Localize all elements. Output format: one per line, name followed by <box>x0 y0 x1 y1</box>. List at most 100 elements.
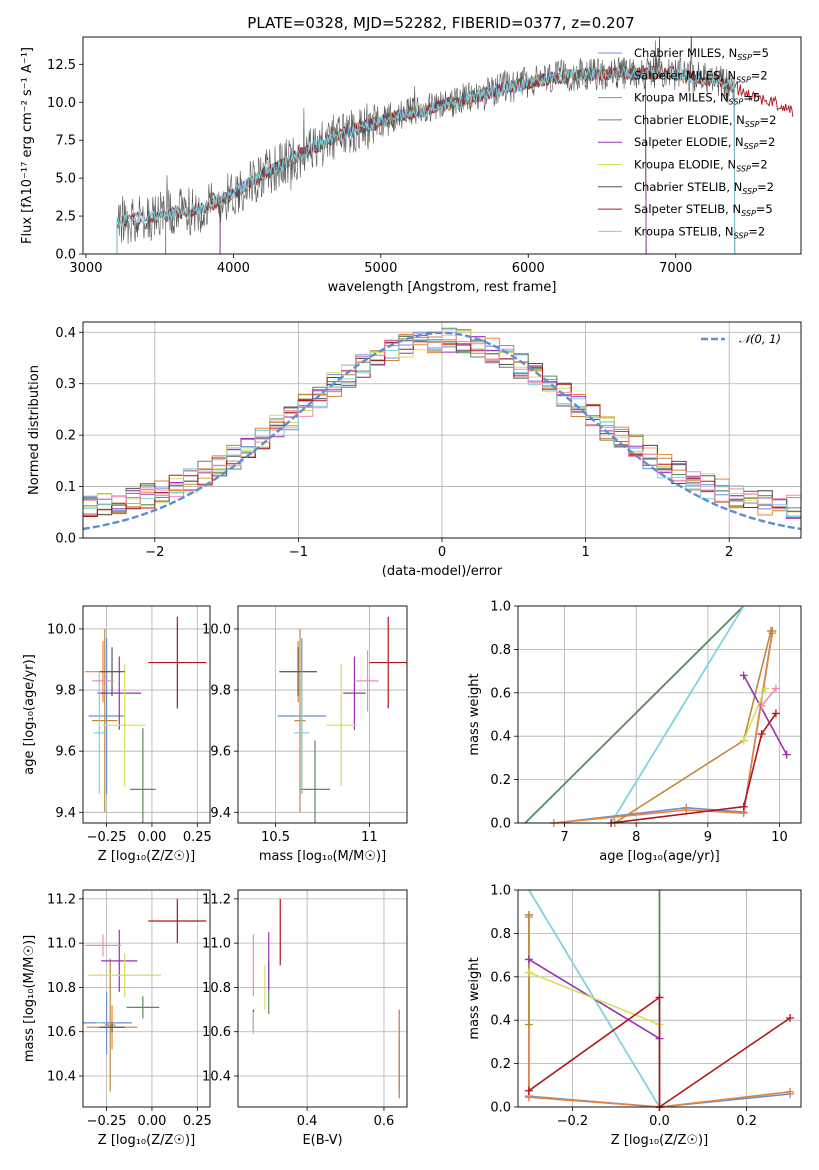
spectrum-series-kroupa-stelib <box>116 65 736 254</box>
y-tick-label: 0.8 <box>490 927 511 942</box>
x-tick-label: 1 <box>581 545 589 560</box>
x-tick-label: 10 <box>771 830 788 845</box>
x-tick-label: 11 <box>361 830 378 845</box>
y-tick-label: 11.0 <box>47 937 76 952</box>
x-tick-label: 5000 <box>364 261 397 276</box>
panel-weight-vs-Z: −0.2 0.0 0.2 0.0 0.2 0.4 0.6 0.8 1.0 Z [log₁₀(Z/Z… <box>467 884 802 1148</box>
y-tick-label: 0.8 <box>490 643 511 658</box>
plus-marker <box>682 805 691 814</box>
x-axis-label: wavelength [Angstrom, rest frame] <box>328 280 557 295</box>
weight-series <box>659 1017 791 1107</box>
legend-label: Chabrier ELODIE, NSSP=2 <box>634 113 776 129</box>
plus-marker <box>757 730 766 739</box>
y-axis-label: Flux [fλ10⁻¹⁷ erg cm⁻² s⁻¹ A⁻¹] <box>20 47 35 244</box>
x-tick-label: 0.6 <box>374 1114 395 1129</box>
x-tick-label: 9 <box>704 830 712 845</box>
x-tick-label: 0.00 <box>137 1114 166 1129</box>
y-tick-label: 9.6 <box>55 745 76 760</box>
y-tick-label: 0.6 <box>490 970 511 985</box>
x-tick-label: 10.5 <box>261 830 290 845</box>
panel-age-vs-mass: 10.5 11 9.4 9.6 9.8 10.0 mass [log₁₀(M/M☉)] <box>202 605 408 864</box>
y-axis-label: mass [log₁₀(M/M☉)] <box>22 935 37 1062</box>
y-tick-label: 10.6 <box>202 1025 231 1040</box>
x-tick-label: 7 <box>560 830 568 845</box>
panel-mass-vs-Z: −0.25 0.00 0.25 10.4 10.6 10.8 11.0 11.2 Z [log₁… <box>22 889 212 1148</box>
plus-marker <box>524 968 533 977</box>
y-tick-label: 12.5 <box>47 58 76 73</box>
y-tick-label: 10.8 <box>202 981 231 996</box>
axes-frame <box>82 605 211 824</box>
x-tick-label: 0.25 <box>183 830 212 845</box>
plus-marker <box>655 993 664 1002</box>
y-tick-label: 0.2 <box>490 1057 511 1072</box>
plus-marker <box>739 671 748 680</box>
plus-marker <box>782 750 791 759</box>
y-tick-label: 9.8 <box>55 684 76 699</box>
weight-series <box>610 606 745 823</box>
legend-label: Kroupa ELODIE, NSSP=2 <box>634 158 768 174</box>
plus-marker <box>761 684 770 693</box>
x-tick-label: 0.4 <box>297 1114 318 1129</box>
plus-marker <box>739 802 748 811</box>
legend-label: Salpeter STELIB, NSSP=5 <box>634 202 773 218</box>
y-tick-label: 5.0 <box>55 172 76 187</box>
y-axis-label: age [log₁₀(age/yr)] <box>22 654 37 775</box>
y-tick-label: 0.0 <box>55 248 76 263</box>
x-tick-label: 0.25 <box>183 1114 212 1129</box>
legend-label: 𝒩(0, 1) <box>739 332 781 346</box>
y-tick-label: 7.5 <box>55 134 76 149</box>
weight-series <box>742 688 766 741</box>
y-tick-label: 10.8 <box>47 981 76 996</box>
panel-residuals: −2 −1 0 1 2 0.0 0.1 0.2 0.3 0.4 (data-model)/error… <box>27 321 802 579</box>
plus-marker <box>771 709 780 718</box>
plus-marker <box>739 736 748 745</box>
x-tick-label: 0.0 <box>649 1114 670 1129</box>
y-tick-label: 2.5 <box>55 210 76 225</box>
y-tick-label: 11.0 <box>202 937 231 952</box>
x-tick-label: 7000 <box>659 261 692 276</box>
x-tick-label: 0 <box>438 545 446 560</box>
x-tick-label: −0.25 <box>87 830 127 845</box>
x-tick-label: 3000 <box>69 261 102 276</box>
x-tick-label: 6000 <box>512 261 545 276</box>
panel-age-vs-Z: −0.25 0.00 0.25 9.4 9.6 9.8 10.0 Z [log₁₀(Z/Z☉)… <box>22 605 212 864</box>
y-tick-label: 10.6 <box>47 1025 76 1040</box>
gaussian-curve <box>83 331 801 531</box>
y-tick-label: 0.3 <box>55 377 76 392</box>
y-tick-label: 0.4 <box>490 1014 511 1029</box>
x-axis-label: Z [log₁₀(Z/Z☉)] <box>611 1133 708 1148</box>
weight-series <box>611 712 777 823</box>
y-tick-label: 0.4 <box>55 326 76 341</box>
y-tick-label: 0.6 <box>490 686 511 701</box>
axes-frame <box>237 605 408 824</box>
weight-series <box>742 675 788 755</box>
spectrum-series-chabrier-stelib <box>116 37 736 254</box>
y-axis-label: mass weight <box>467 673 482 755</box>
y-tick-label: 9.8 <box>210 684 231 699</box>
x-axis-label: E(B-V) <box>302 1133 342 1148</box>
plus-marker <box>786 1014 795 1023</box>
axes-frame <box>82 321 802 539</box>
x-tick-label: 2 <box>725 545 733 560</box>
y-tick-label: 9.4 <box>55 806 76 821</box>
y-tick-label: 10.4 <box>47 1070 76 1085</box>
axes-frame <box>517 889 802 1108</box>
panel-weight-vs-age: 7 8 9 10 0.0 0.2 0.4 0.6 0.8 1.0 age [log₁₀(age/yr… <box>467 600 802 864</box>
x-axis-label: Z [log₁₀(Z/Z☉)] <box>98 1133 195 1148</box>
weight-series <box>528 971 660 1026</box>
panel-spectrum: 3000 4000 5000 6000 7000 0.0 2.5 5.0 7.5 10.0 12.5… <box>20 36 802 295</box>
legend-label: Chabrier MILES, NSSP=5 <box>634 46 769 62</box>
x-tick-label: 0.2 <box>736 1114 757 1129</box>
x-axis-label: (data-model)/error <box>382 564 503 579</box>
plus-marker <box>771 684 780 693</box>
axes-frame <box>82 36 802 255</box>
y-tick-label: 11.2 <box>47 892 76 907</box>
legend-label: Chabrier STELIB, NSSP=2 <box>634 180 774 196</box>
x-tick-label: −1 <box>289 545 308 560</box>
x-tick-label: −0.25 <box>87 1114 127 1129</box>
plus-marker <box>524 1086 533 1095</box>
x-axis-label: mass [log₁₀(M/M☉)] <box>259 849 386 864</box>
panel-mass-vs-EBV: 0.4 0.6 10.4 10.6 10.8 11.0 11.2 E(B-V) <box>202 889 408 1148</box>
